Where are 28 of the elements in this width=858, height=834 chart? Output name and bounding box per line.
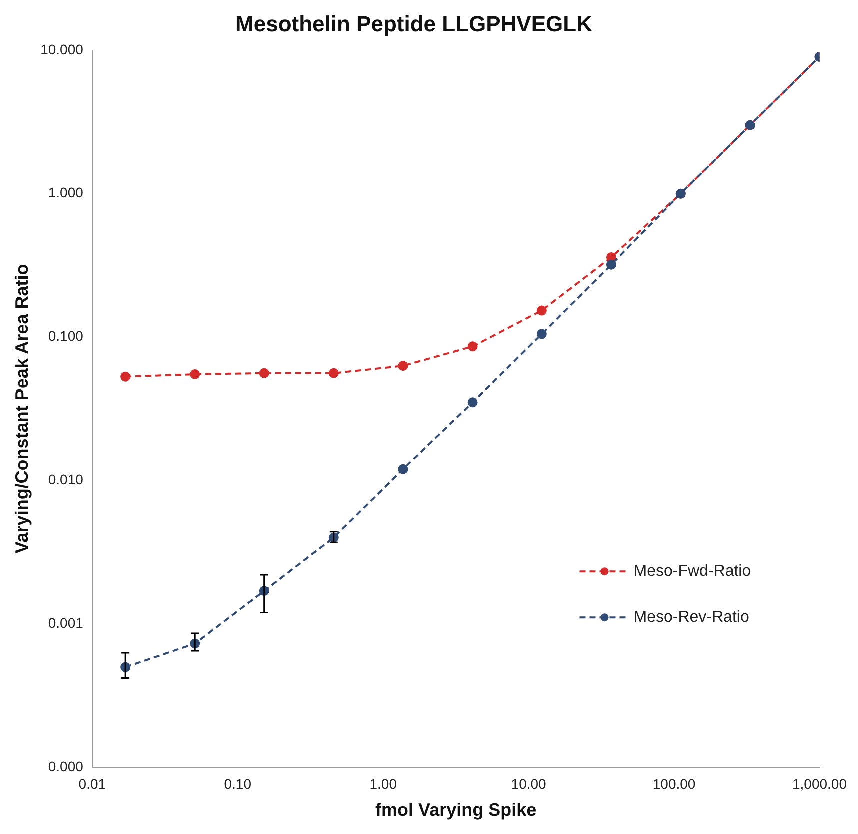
y-tick-label: 10.000 [40,41,84,58]
point [606,260,616,270]
y-tick-label: 0.100 [48,328,84,344]
point [536,329,547,340]
x-tick-label: 1,000.00 [792,776,848,792]
point [120,372,131,382]
x-tick-label: 1.00 [370,776,398,792]
chart-title: Mesothelin Peptide LLGPHVEGLK [236,11,593,36]
point [398,361,408,372]
y-tick-label: 0.010 [48,472,84,488]
x-tick-label: 0.01 [78,776,106,792]
point [398,464,408,474]
y-tick-label: 0.001 [48,615,84,632]
point [468,398,478,408]
y-tick-label: 0.000 [48,758,84,774]
x-axis-title: fmol Varying Spike [376,800,537,820]
legend-label: Meso-Rev-Ratio [634,609,750,626]
x-tick-label: 0.10 [224,776,252,792]
point [468,342,478,352]
y-tick-label: 1.000 [48,184,84,201]
point [190,370,200,380]
point [536,306,547,316]
y-axis-title: Varying/Constant Peak Area Ratio [12,264,32,554]
x-tick-label: 10.00 [511,776,547,792]
x-tick-label: 100.00 [652,776,696,792]
legend-label: Meso-Fwd-Ratio [634,563,752,580]
point [328,368,339,378]
point [259,368,270,378]
